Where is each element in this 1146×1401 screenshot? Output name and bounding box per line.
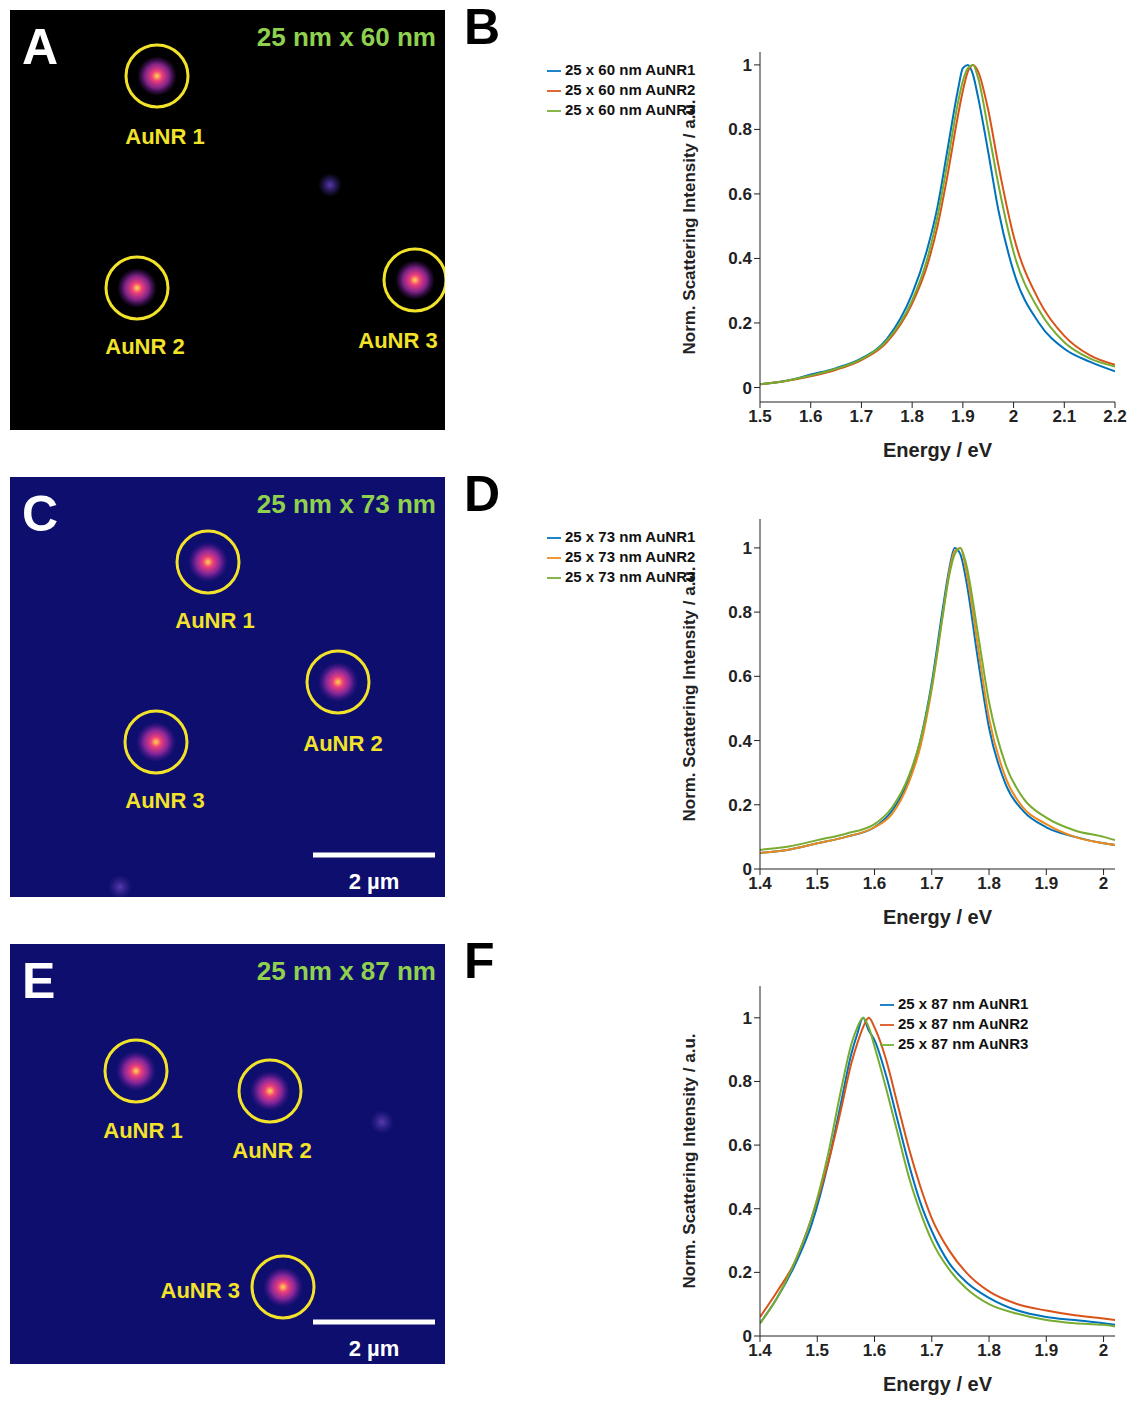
svg-text:2 µm: 2 µm xyxy=(349,1336,400,1361)
svg-text:0.4: 0.4 xyxy=(728,732,752,751)
svg-text:C: C xyxy=(22,486,58,542)
svg-text:AuNR 3: AuNR 3 xyxy=(125,788,204,813)
svg-text:1.4: 1.4 xyxy=(748,874,772,894)
svg-text:1.7: 1.7 xyxy=(920,874,944,893)
svg-text:2: 2 xyxy=(1009,407,1018,426)
svg-text:AuNR 1: AuNR 1 xyxy=(175,608,254,633)
svg-text:1: 1 xyxy=(743,539,752,558)
html-text:25 x 60 nm AuNR2: 25 x 60 nm AuNR2 xyxy=(565,81,696,98)
svg-text:0.8: 0.8 xyxy=(728,1072,752,1091)
svg-text:1.7: 1.7 xyxy=(850,407,874,426)
svg-text:1.4: 1.4 xyxy=(748,1341,772,1361)
svg-text:1: 1 xyxy=(743,1009,752,1028)
svg-text:1.5: 1.5 xyxy=(748,407,772,426)
svg-text:1.9: 1.9 xyxy=(951,407,975,426)
html-text:25 x 87 nm AuNR3: 25 x 87 nm AuNR3 xyxy=(898,1035,1029,1052)
svg-text:AuNR 3: AuNR 3 xyxy=(161,1278,240,1303)
svg-text:Energy / eV: Energy / eV xyxy=(883,906,993,928)
svg-text:0.2: 0.2 xyxy=(728,796,752,815)
html-text:F: F xyxy=(464,933,495,989)
svg-text:1.8: 1.8 xyxy=(977,874,1001,893)
svg-text:0.8: 0.8 xyxy=(728,603,752,622)
html-text:B: B xyxy=(464,0,501,55)
svg-text:1.6: 1.6 xyxy=(863,874,887,893)
svg-text:AuNR 3: AuNR 3 xyxy=(358,328,437,353)
svg-text:1.6: 1.6 xyxy=(863,1341,887,1360)
svg-text:1.6: 1.6 xyxy=(799,407,823,426)
svg-text:0.4: 0.4 xyxy=(728,1200,752,1219)
html-text:D: D xyxy=(464,466,501,522)
svg-text:1.5: 1.5 xyxy=(805,1341,829,1360)
html-text:25 x 60 nm AuNR1: 25 x 60 nm AuNR1 xyxy=(565,61,696,78)
svg-text:0.6: 0.6 xyxy=(728,185,752,204)
svg-text:Energy / eV: Energy / eV xyxy=(883,439,993,461)
svg-text:1: 1 xyxy=(743,56,752,75)
svg-text:25 nm x 60 nm: 25 nm x 60 nm xyxy=(257,22,436,52)
html-text:25 x 73 nm AuNR3: 25 x 73 nm AuNR3 xyxy=(565,568,696,585)
svg-text:25 nm x 73 nm: 25 nm x 73 nm xyxy=(257,489,436,519)
svg-text:0.6: 0.6 xyxy=(728,1136,752,1155)
svg-text:1.8: 1.8 xyxy=(900,407,924,426)
svg-text:Energy / eV: Energy / eV xyxy=(883,1373,993,1395)
svg-text:AuNR 2: AuNR 2 xyxy=(105,334,184,359)
svg-text:1.5: 1.5 xyxy=(805,874,829,893)
svg-text:AuNR 2: AuNR 2 xyxy=(303,731,382,756)
html-text:25 x 87 nm AuNR1: 25 x 87 nm AuNR1 xyxy=(898,995,1029,1012)
svg-text:0.2: 0.2 xyxy=(728,314,752,333)
svg-text:0: 0 xyxy=(743,860,752,879)
svg-text:0: 0 xyxy=(743,1327,752,1346)
svg-text:25 nm x 87 nm: 25 nm x 87 nm xyxy=(257,956,436,986)
svg-text:2: 2 xyxy=(1099,874,1108,893)
svg-text:2.2: 2.2 xyxy=(1103,407,1127,426)
svg-text:0.8: 0.8 xyxy=(728,120,752,139)
svg-text:0: 0 xyxy=(743,379,752,398)
svg-text:2 µm: 2 µm xyxy=(349,869,400,894)
svg-text:0.2: 0.2 xyxy=(728,1263,752,1282)
svg-text:AuNR 1: AuNR 1 xyxy=(125,124,204,149)
svg-text:A: A xyxy=(22,19,58,75)
svg-text:AuNR 2: AuNR 2 xyxy=(232,1138,311,1163)
svg-text:Norm. Scattering Intensity / a: Norm. Scattering Intensity / a.u. xyxy=(680,566,699,821)
svg-text:0.4: 0.4 xyxy=(728,249,752,268)
svg-text:2: 2 xyxy=(1099,1341,1108,1360)
svg-text:Norm. Scattering Intensity / a: Norm. Scattering Intensity / a.u. xyxy=(680,99,699,354)
html-text:25 x 73 nm AuNR2: 25 x 73 nm AuNR2 xyxy=(565,548,696,565)
svg-text:Norm. Scattering Intensity / a: Norm. Scattering Intensity / a.u. xyxy=(680,1033,699,1288)
svg-text:AuNR 1: AuNR 1 xyxy=(103,1118,182,1143)
html-text:25 x 73 nm AuNR1: 25 x 73 nm AuNR1 xyxy=(565,528,696,545)
svg-text:1.7: 1.7 xyxy=(920,1341,944,1360)
svg-text:1.9: 1.9 xyxy=(1034,874,1058,893)
svg-text:1.8: 1.8 xyxy=(977,1341,1001,1360)
svg-text:0.6: 0.6 xyxy=(728,667,752,686)
html-text:25 x 87 nm AuNR2: 25 x 87 nm AuNR2 xyxy=(898,1015,1029,1032)
html-text:25 x 60 nm AuNR3: 25 x 60 nm AuNR3 xyxy=(565,101,696,118)
svg-text:E: E xyxy=(22,953,55,1009)
svg-text:1.9: 1.9 xyxy=(1034,1341,1058,1360)
svg-text:2.1: 2.1 xyxy=(1052,407,1076,426)
